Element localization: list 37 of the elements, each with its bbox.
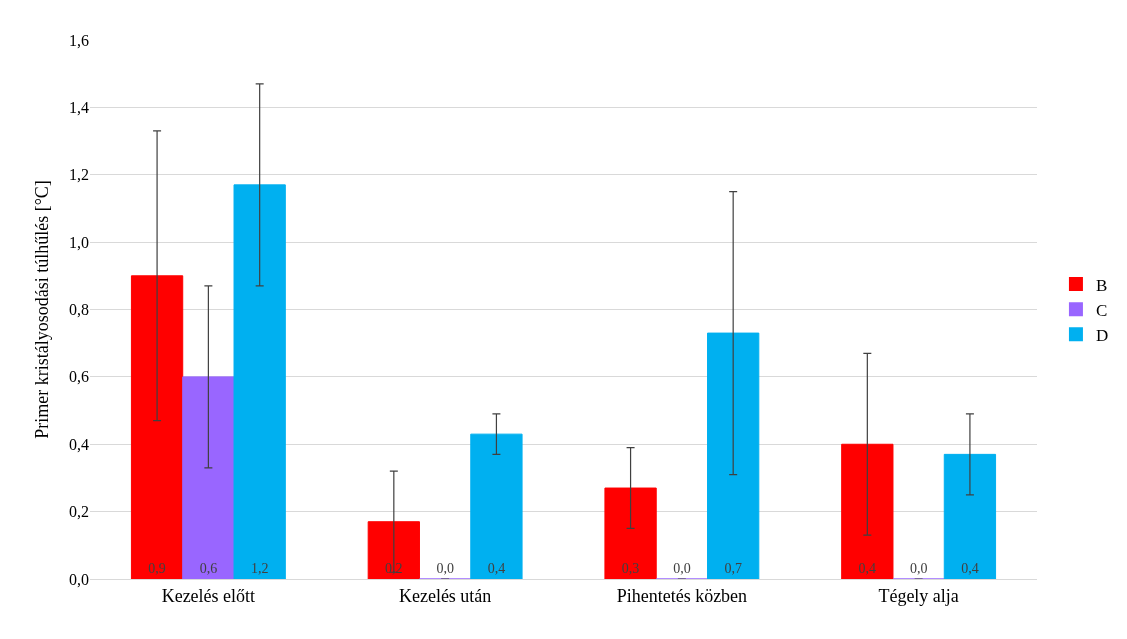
bar [841,443,894,579]
y-tick-label: 0,2 [69,503,89,521]
y-tick-label: 0,0 [69,570,89,588]
bar [367,521,420,579]
bar [130,275,184,579]
y-tick-label: 1,4 [69,98,89,116]
legend-label: B [1095,275,1108,295]
data-label: 0,6 [199,561,218,576]
data-label: 0,9 [148,561,166,576]
y-tick-label: 1,0 [69,233,89,251]
legend-label: C [1095,300,1108,320]
data-label: 0,0 [909,561,928,576]
y-tick-label: 0,6 [69,368,89,386]
y-tick-label: 1,6 [69,31,89,49]
y-tick-label: 1,2 [69,166,89,184]
x-tick-label: Kezelés után [398,585,492,606]
data-label: 0,0 [436,561,454,576]
bar [604,487,657,579]
bar [182,376,235,579]
data-label: 0,4 [487,561,506,576]
bar [943,453,997,579]
x-tick-label: Tégely alja [878,585,959,606]
data-label: 0,0 [673,561,691,576]
legend-label: D [1095,325,1109,345]
x-tick-label: Kezelés előtt [161,585,256,606]
data-label: 0,3 [621,561,640,576]
x-tick-label: Pihentetés közben [616,585,748,606]
bar [470,433,523,579]
data-label: 0,4 [858,561,877,576]
data-label: 0,4 [961,561,979,576]
y-tick-label: 0,4 [69,435,89,453]
y-axis-title: Primer kristályosodási túlhűlés [°C] [32,180,53,439]
bar [707,332,760,579]
y-tick-label: 0,8 [69,301,89,319]
bar [233,184,286,579]
data-label: 0,7 [724,561,742,576]
data-label: 1,2 [250,561,269,576]
